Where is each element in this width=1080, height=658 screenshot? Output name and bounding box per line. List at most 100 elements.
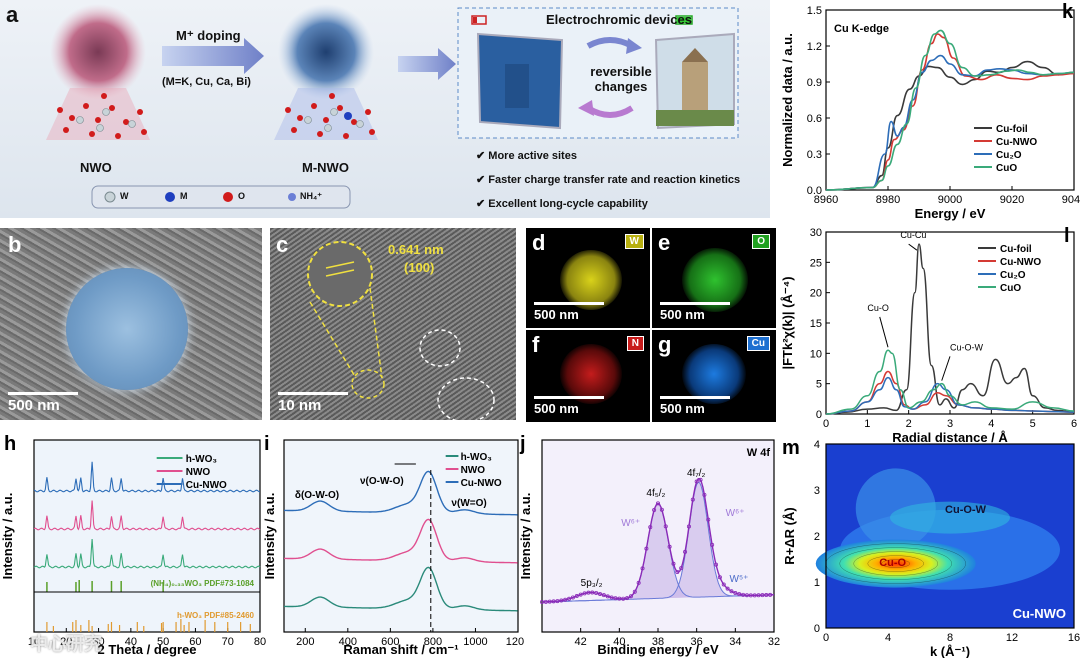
panel-c: c 0.641 nm (100) 10 nm	[270, 228, 516, 420]
x-tick-label: 38	[652, 636, 664, 648]
x-axis-label: Binding energy / eV	[597, 642, 719, 657]
panel-e: e O 500 nm	[652, 228, 776, 328]
data-point	[563, 597, 568, 602]
annotation-line	[941, 356, 951, 381]
data-point	[640, 566, 645, 571]
label-mnwo: M-NWO	[302, 160, 349, 175]
plot-frame	[33, 439, 261, 633]
chart-h-xrd: 10 20 30 40 50 60 70 80 2 Theta / degree Intensit…	[0, 433, 266, 657]
y-tick-label: 10	[810, 348, 822, 360]
data-point	[590, 590, 595, 595]
chart-i-raman: 200 400 600 800 1000 1200 Raman shift / cm⁻¹ In…	[262, 433, 524, 657]
data-point	[555, 599, 560, 604]
legend-label: h-WO₃	[186, 454, 218, 465]
panel-label: h	[4, 433, 16, 455]
data-point	[578, 592, 583, 597]
annotation: δ(O-W-O)	[295, 490, 339, 501]
doping-arrow	[162, 38, 264, 74]
x-tick-label: 10	[28, 636, 40, 648]
x-tick-label: 34	[729, 636, 741, 648]
series-line	[825, 33, 1075, 191]
series-line	[825, 349, 1075, 415]
eds-map-cu	[682, 344, 746, 404]
data-point	[655, 501, 660, 506]
annotation: 4f₇/₂	[687, 468, 706, 479]
data-point	[625, 596, 630, 601]
legend-label: Cu₂O	[1000, 270, 1026, 281]
series-line	[825, 54, 1075, 191]
data-point	[690, 497, 695, 502]
contour	[853, 551, 938, 576]
x-tick-label: 9020	[1000, 194, 1024, 206]
element-tag-n: N	[626, 336, 644, 351]
data-point	[768, 592, 773, 597]
x-tick-label: 3	[947, 418, 953, 430]
chart-l-exafs: 0 1 2 3 4 5 6 0 5 10 15 20 25 30 Radial distance / Å |F…	[780, 225, 1077, 445]
data-point	[663, 524, 668, 529]
heat-peak	[815, 539, 976, 588]
y-tick-label: 2	[814, 531, 820, 543]
benefit-item: ✔ More active sites	[476, 150, 577, 162]
legend-label: Cu₂O	[996, 150, 1022, 161]
data-point	[559, 598, 564, 603]
clear-window	[654, 32, 735, 130]
legend-label: Cu-NWO	[186, 480, 227, 491]
scale-bar-f: 500 nm	[534, 396, 604, 416]
data-point	[744, 593, 749, 598]
legend-label: Cu-NWO	[1000, 257, 1041, 268]
panel-label-d: d	[532, 230, 546, 255]
y-tick-label: 0.0	[807, 185, 822, 197]
panel-label-b: b	[8, 232, 22, 257]
data-point	[683, 549, 688, 554]
panel-label: i	[264, 433, 270, 455]
data-point	[632, 589, 637, 594]
chart-title: W 4f	[747, 447, 771, 459]
element-tag-cu: Cu	[746, 336, 770, 351]
y-tick-label: 0	[816, 409, 822, 421]
x-tick-label: 70	[222, 636, 234, 648]
series-line	[33, 461, 261, 493]
panel-b: b 500 nm	[0, 228, 262, 420]
data-point	[748, 593, 753, 598]
y-tick-label: 20	[810, 288, 822, 300]
x-tick-label: 800	[424, 636, 442, 648]
device-arrow	[398, 48, 456, 80]
sem-particle	[66, 268, 188, 390]
fit-line	[542, 481, 774, 603]
data-point	[613, 596, 618, 601]
element-tag-w: W	[624, 234, 644, 249]
x-tick-label: 32	[768, 636, 780, 648]
data-point	[652, 508, 657, 513]
data-point	[729, 589, 734, 594]
x-tick-label: 20	[60, 636, 72, 648]
data-point	[717, 575, 722, 580]
panel-label-g: g	[658, 332, 672, 357]
plot-frame	[825, 9, 1075, 191]
fit-peak	[542, 503, 774, 602]
x-tick-label: 4	[988, 418, 994, 430]
legend-o: O	[238, 191, 246, 201]
x-tick-label: 30	[92, 636, 104, 648]
legend-label: Cu-foil	[1000, 244, 1032, 255]
data-point	[741, 592, 746, 597]
data-point	[601, 593, 606, 598]
data-point	[733, 591, 738, 596]
scale-bar-e: 500 nm	[660, 302, 730, 322]
data-point	[551, 599, 556, 604]
legend-label: CuO	[996, 163, 1017, 174]
annotation: Cu-O-W	[945, 504, 987, 516]
data-point	[567, 596, 572, 601]
series-line	[825, 29, 1075, 191]
annotation-line	[879, 316, 889, 348]
x-tick-label: 400	[339, 636, 357, 648]
series-line	[825, 243, 1075, 415]
data-point	[621, 596, 626, 601]
data-point	[609, 595, 614, 600]
data-point	[725, 586, 730, 591]
envelope-line	[541, 478, 774, 603]
annotation: ν(O-W-O)	[360, 476, 404, 487]
panel-label-e: e	[658, 230, 671, 255]
doping-sub: (M=K, Cu, Ca, Bi)	[162, 76, 251, 88]
data-point	[675, 569, 680, 574]
